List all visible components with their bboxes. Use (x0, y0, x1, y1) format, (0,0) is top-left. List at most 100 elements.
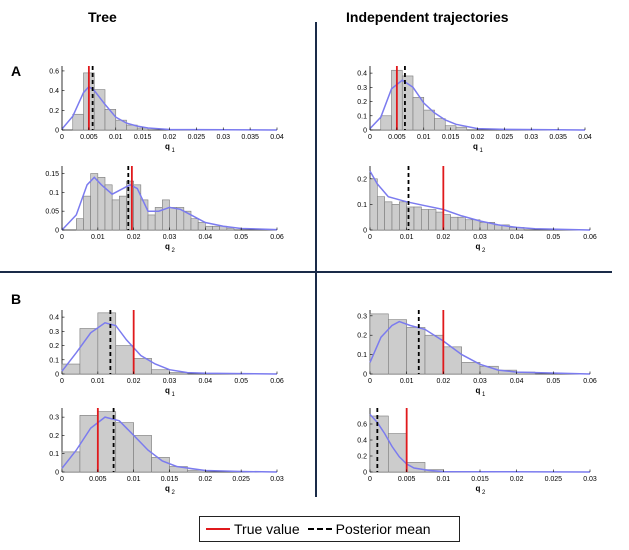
x-tick-label: 0.06 (270, 378, 284, 385)
histogram-bar (465, 219, 473, 231)
histogram-bar (380, 115, 392, 131)
histogram-bar (369, 313, 389, 375)
y-tick-label: 0.2 (357, 454, 367, 461)
x-tick-label: 0.01 (417, 134, 431, 141)
y-tick-label: 0.3 (49, 329, 59, 336)
histogram-bar (413, 206, 422, 231)
histogram-bar (205, 225, 213, 231)
legend-posterior-mean-swatch (307, 528, 332, 530)
histogram-bar (450, 216, 459, 231)
y-tick-label: 0.1 (49, 451, 59, 458)
x-tick-label: 0.01 (400, 234, 414, 241)
x-tick-label: 0.02 (437, 378, 451, 385)
histogram-bar (421, 209, 429, 231)
histogram-bar (443, 214, 451, 231)
x-axis-label-subscript: 2 (172, 248, 176, 254)
legend-true-value-swatch (206, 528, 230, 530)
x-axis-label: q (473, 142, 478, 151)
x-tick-label: 0.01 (127, 476, 141, 483)
x-axis-label: q (476, 242, 481, 251)
histogram-bar (377, 196, 385, 231)
y-tick-label: 0.4 (49, 88, 59, 95)
histogram-bar (406, 462, 426, 473)
y-tick-label: 0.05 (45, 209, 59, 216)
x-tick-label: 0 (60, 476, 64, 483)
x-tick-label: 0.025 (188, 134, 206, 141)
x-tick-label: 0.02 (510, 476, 524, 483)
y-tick-label: 0.1 (357, 202, 367, 209)
x-tick-label: 0.04 (510, 234, 524, 241)
x-tick-label: 0.04 (510, 378, 524, 385)
histogram-bar (384, 201, 393, 231)
chart-b-ind-q2: 0 0.005 0.01 0.015 0.02 0.025 0.03 0 0.2 0.4 0.6 q 2 (357, 408, 597, 496)
x-tick-label: 0.01 (91, 234, 105, 241)
x-tick-label: 0.005 (388, 134, 406, 141)
y-tick-label: 0.2 (49, 433, 59, 440)
x-tick-label: 0.015 (442, 134, 460, 141)
histogram-bar (461, 362, 481, 375)
x-axis-label-subscript: 1 (480, 148, 484, 154)
x-axis-label: q (165, 142, 170, 151)
histogram-bar (423, 109, 435, 131)
histogram-bar (133, 184, 142, 231)
kde-curve (369, 413, 591, 473)
histogram-bar (104, 109, 117, 131)
histogram-bar (133, 435, 152, 473)
x-tick-label: 0 (368, 378, 372, 385)
x-tick-label: 0.035 (241, 134, 259, 141)
histogram-bar (406, 327, 426, 375)
x-axis-label: q (165, 386, 170, 395)
histogram-bar (443, 346, 462, 375)
histogram-bar (90, 173, 99, 231)
x-tick-label: 0.005 (80, 134, 98, 141)
histogram-bar (190, 218, 199, 231)
x-tick-label: 0.025 (545, 476, 563, 483)
histogram-bar (424, 334, 444, 375)
histogram-bar (388, 319, 407, 375)
histogram-bar (435, 211, 444, 231)
histogram-bar (457, 216, 466, 231)
x-axis-label-subscript: 1 (482, 392, 486, 398)
x-tick-label: 0.03 (216, 134, 230, 141)
histogram-bar (83, 195, 91, 231)
chart-a-ind-q1: 0 0.005 0.01 0.015 0.02 0.025 0.03 0.035 0.04 0 0.… (357, 66, 592, 154)
x-tick-label: 0.06 (270, 234, 284, 241)
y-tick-label: 0.4 (357, 71, 367, 78)
x-tick-label: 0.03 (473, 234, 487, 241)
y-tick-label: 0.3 (357, 313, 367, 320)
y-tick-label: 0.6 (357, 422, 367, 429)
x-tick-label: 0.015 (134, 134, 152, 141)
x-tick-label: 0.015 (471, 476, 489, 483)
y-tick-label: 0 (55, 128, 59, 135)
x-tick-label: 0.01 (109, 134, 123, 141)
histogram-bar (61, 451, 81, 473)
y-tick-label: 0.1 (49, 190, 59, 197)
x-axis-label-subscript: 2 (172, 490, 176, 496)
x-tick-label: 0 (368, 134, 372, 141)
histogram-bar (412, 96, 425, 131)
x-tick-label: 0.04 (270, 134, 284, 141)
x-tick-label: 0.03 (583, 476, 597, 483)
x-axis-label-subscript: 2 (482, 248, 486, 254)
x-axis-label-subscript: 2 (482, 490, 486, 496)
histogram-bar (428, 209, 437, 231)
x-tick-label: 0.025 (232, 476, 250, 483)
x-tick-label: 0.02 (437, 234, 451, 241)
panel-label-b: B (11, 291, 22, 307)
x-tick-label: 0.02 (199, 476, 213, 483)
x-tick-label: 0.01 (437, 476, 451, 483)
x-tick-label: 0.005 (398, 476, 416, 483)
x-tick-label: 0.025 (496, 134, 514, 141)
x-tick-label: 0 (60, 234, 64, 241)
histogram-bar (97, 312, 117, 375)
x-tick-label: 0.04 (199, 378, 213, 385)
histogram-bar (61, 363, 81, 375)
legend-posterior-mean-label: Posterior mean (335, 521, 431, 537)
x-tick-label: 0.04 (199, 234, 213, 241)
histogram-bar (169, 207, 177, 231)
x-tick-label: 0.02 (163, 134, 177, 141)
legend-true-value-label: True value (234, 521, 300, 537)
title-independent-trajectories: Independent trajectories (346, 9, 509, 25)
histogram-bar (226, 227, 235, 231)
